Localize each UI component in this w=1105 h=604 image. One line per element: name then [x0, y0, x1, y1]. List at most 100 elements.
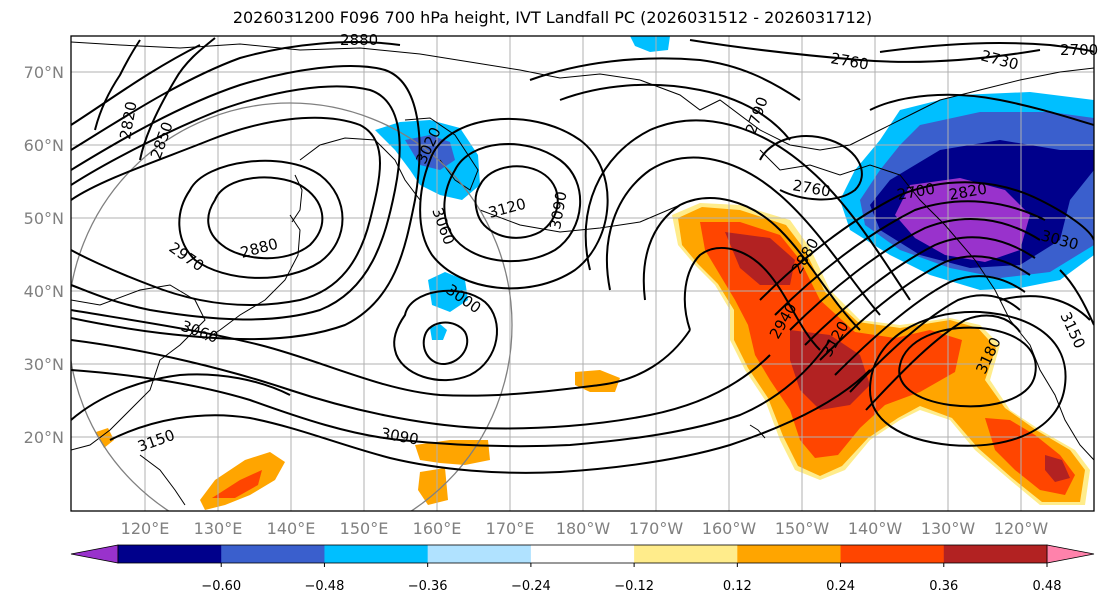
- contour-line: [559, 83, 791, 141]
- lon-label: 120°W: [994, 519, 1049, 538]
- colorbar-tick-label: −0.24: [511, 579, 551, 594]
- colorbar-tick-label: 0.48: [1033, 579, 1062, 594]
- coast-hawaii: [749, 424, 766, 439]
- contour-line: [393, 289, 498, 382]
- contour-line: [865, 314, 1021, 411]
- contour-line: [71, 41, 401, 151]
- map-frame: [70, 35, 1095, 512]
- lon-label: 130°W: [921, 519, 976, 538]
- neg-small-2: [430, 324, 447, 340]
- lon-label: 160°W: [702, 519, 757, 538]
- coast-philippines: [139, 454, 186, 506]
- contour-line: [443, 143, 581, 263]
- lon-label: 170°E: [486, 519, 535, 538]
- contour-line: [819, 255, 1031, 361]
- contour-label: 2760: [829, 49, 870, 73]
- contour-line: [419, 118, 609, 290]
- colorbar-tick-label: −0.60: [201, 579, 241, 594]
- contour-label: 2700: [1060, 41, 1098, 59]
- neg-small-1: [428, 272, 468, 312]
- contour-label: 3060: [179, 317, 221, 347]
- colorbar-segment: [221, 545, 325, 563]
- contour-label: 2790: [742, 94, 772, 136]
- contour-line: [759, 181, 1094, 301]
- contour-line: [139, 37, 216, 161]
- contour-label: 2880: [340, 31, 378, 49]
- contour-line: [898, 326, 1037, 408]
- pos-patch-sw-red: [212, 470, 262, 498]
- colorbar-tick-label: −0.48: [305, 579, 345, 594]
- lon-label: 170°W: [629, 519, 684, 538]
- contour-label: 3060: [428, 205, 458, 247]
- colorbar-segment: [118, 545, 222, 563]
- neg-top: [630, 36, 670, 52]
- contour-label: 3150: [135, 426, 177, 456]
- coast-korea-china: [71, 284, 206, 451]
- colorbar-tick-label: 0.24: [826, 579, 855, 594]
- contour-line: [71, 116, 381, 306]
- pos-patch-s: [415, 440, 490, 465]
- contour-line: [759, 135, 863, 201]
- pos-region-darkred-2: [790, 330, 870, 410]
- colorbar-segment: [324, 545, 429, 563]
- contour-line: [606, 156, 881, 316]
- pos-patch-c: [575, 370, 620, 392]
- colorbar-tick-label: 0.12: [723, 579, 752, 594]
- colorbar-segment: [634, 545, 738, 563]
- contour-line: [71, 373, 291, 421]
- coast-kamchatka: [404, 117, 479, 191]
- lat-label: 70°N: [24, 63, 64, 82]
- colorbar-segment: [530, 545, 635, 563]
- lon-label: 150°W: [775, 519, 830, 538]
- coast-gulf-alaska: [759, 149, 1094, 461]
- contour-line: [71, 44, 201, 126]
- contour-line: [474, 165, 559, 239]
- contour-line: [71, 65, 421, 341]
- contour-line: [71, 339, 831, 448]
- pos-patch-s2: [418, 468, 448, 505]
- lat-label: 20°N: [24, 428, 64, 447]
- contour-line: [869, 93, 1094, 126]
- contour-line: [774, 200, 1046, 316]
- pos-region-darkred: [725, 232, 795, 285]
- lon-label: 140°E: [267, 519, 316, 538]
- colorbar-tick-label: 0.36: [929, 579, 958, 594]
- contour-line: [789, 218, 1041, 331]
- coast-aleutians: [479, 204, 681, 233]
- coastlines: [71, 41, 1094, 506]
- contour-line: [999, 295, 1091, 321]
- coast-asia-north: [71, 41, 641, 81]
- colorbar-left-extension: [70, 544, 119, 564]
- contour-line: [94, 39, 141, 131]
- lat-label: 50°N: [24, 209, 64, 228]
- contour-line: [178, 159, 344, 279]
- lat-label: 60°N: [24, 136, 64, 155]
- colorbar-segment: [737, 545, 842, 563]
- contour-line: [71, 85, 401, 321]
- coast-sakhalin: [291, 174, 303, 223]
- colorbar-segment: [427, 545, 532, 563]
- map-title: 2026031200 F096 700 hPa height, IVT Land…: [232, 8, 873, 27]
- pos-region-darkred-3: [1045, 455, 1070, 482]
- contour-line: [71, 339, 771, 430]
- lon-label: 140°W: [848, 519, 903, 538]
- latitude-labels: 70°N 60°N 50°N 40°N 30°N 20°N: [24, 63, 64, 447]
- contour-line: [642, 197, 861, 331]
- contour-line: [71, 309, 691, 397]
- contour-label: 2820: [116, 100, 140, 141]
- contour-line: [529, 57, 801, 101]
- lon-label: 180°W: [556, 519, 611, 538]
- contour-line: [834, 275, 1026, 376]
- colorbar-tick-label: −0.36: [408, 579, 448, 594]
- lat-label: 40°N: [24, 282, 64, 301]
- contour-label: 2970: [166, 239, 208, 276]
- longitude-labels: 120°E 130°E 140°E 150°E 160°E 170°E 180°…: [121, 519, 1049, 538]
- contour-line: [584, 119, 911, 301]
- contour-label: 3090: [546, 190, 570, 231]
- colorbar-outline: [117, 544, 1048, 564]
- contour-line: [422, 321, 469, 366]
- contour-line: [1059, 269, 1094, 326]
- contour-line: [207, 176, 324, 260]
- contour-line: [109, 369, 871, 474]
